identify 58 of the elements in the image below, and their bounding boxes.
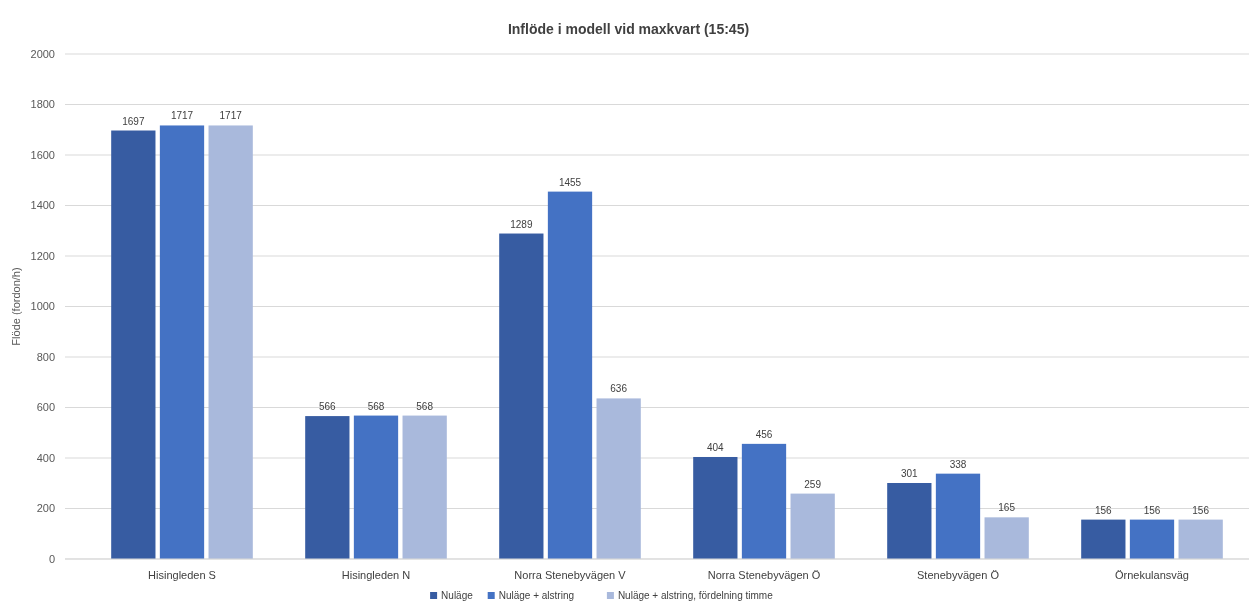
data-label: 636 (610, 383, 628, 395)
x-tick-label: Norra Stenebyvägen Ö (707, 569, 821, 581)
bar (1081, 519, 1126, 559)
x-tick-label: Örnekulansväg (1115, 569, 1189, 581)
data-label: 301 (900, 468, 919, 479)
bar (499, 233, 544, 559)
bar (984, 517, 1029, 559)
data-label: 156 (1094, 504, 1113, 516)
legend-label: Nuläge + alstring, fördelning timme (617, 590, 774, 601)
chart-title: Inflöde i modell vid maxkvart (15:45) (507, 21, 750, 37)
data-label: 156 (1143, 504, 1161, 516)
x-tick-label: Hisingleden N (341, 569, 411, 581)
data-label: 1717 (170, 110, 194, 122)
y-tick-label: 0 (48, 552, 55, 565)
data-label: 568 (416, 400, 434, 412)
data-label: 1455 (558, 176, 582, 188)
data-label: 456 (755, 428, 773, 440)
data-label: 1697 (122, 115, 145, 127)
data-label: 165 (998, 502, 1016, 514)
bar (159, 125, 205, 559)
data-label: 338 (949, 458, 967, 470)
bar (402, 415, 447, 559)
bar (935, 473, 981, 559)
x-tick-label: Norra Stenebyvägen V (514, 569, 627, 581)
data-label: 566 (318, 401, 337, 413)
y-axis-title: Flöde (fordon/h) (10, 267, 22, 346)
bar (887, 483, 932, 559)
y-tick-label: 1800 (30, 98, 55, 111)
data-label: 568 (367, 400, 385, 412)
bar (111, 130, 156, 559)
y-tick-label: 1600 (30, 148, 55, 161)
data-label: 404 (706, 441, 725, 453)
y-tick-label: 200 (36, 502, 55, 515)
y-tick-label: 1200 (30, 249, 55, 262)
x-tick-label: Stenebyvägen Ö (917, 569, 1000, 581)
data-label: 1717 (219, 110, 243, 122)
y-tick-label: 400 (36, 451, 55, 464)
bar (208, 125, 253, 559)
data-label: 1289 (510, 218, 533, 230)
data-label: 156 (1192, 504, 1210, 516)
bar (353, 415, 399, 559)
bar (693, 456, 738, 559)
bar (547, 191, 593, 559)
y-tick-label: 800 (36, 350, 55, 363)
legend-label: Nuläge + alstring (498, 590, 575, 601)
y-tick-label: 600 (36, 401, 55, 414)
legend-label: Nuläge (441, 590, 474, 601)
y-tick-label: 1000 (30, 300, 55, 313)
bar (741, 443, 787, 559)
bar (596, 398, 641, 559)
x-tick-label: Hisingleden S (148, 569, 216, 581)
data-label: 259 (804, 478, 822, 490)
y-tick-label: 1400 (30, 199, 55, 212)
bar (305, 416, 350, 559)
bar (1178, 519, 1223, 559)
bar (790, 493, 835, 559)
y-tick-label: 2000 (30, 47, 55, 60)
bar (1129, 519, 1175, 559)
